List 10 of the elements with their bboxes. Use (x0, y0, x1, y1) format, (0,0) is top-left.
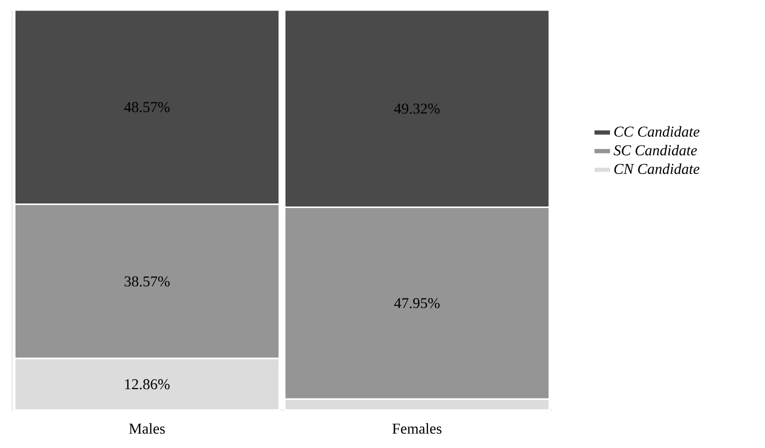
data-label: 48.57% (124, 102, 170, 112)
data-label: 49.32% (394, 104, 440, 114)
x-tick-label: Males (129, 423, 165, 434)
data-label: 12.86% (125, 379, 170, 390)
data-label: 47.95% (394, 298, 440, 308)
data-label: 38.57% (124, 276, 170, 287)
x-tick-label: Females (392, 423, 442, 434)
legend-label: SC Candidate (614, 144, 697, 156)
legend-label: CN Candidate (614, 163, 700, 174)
legend-label: CC Candidate (614, 126, 700, 137)
